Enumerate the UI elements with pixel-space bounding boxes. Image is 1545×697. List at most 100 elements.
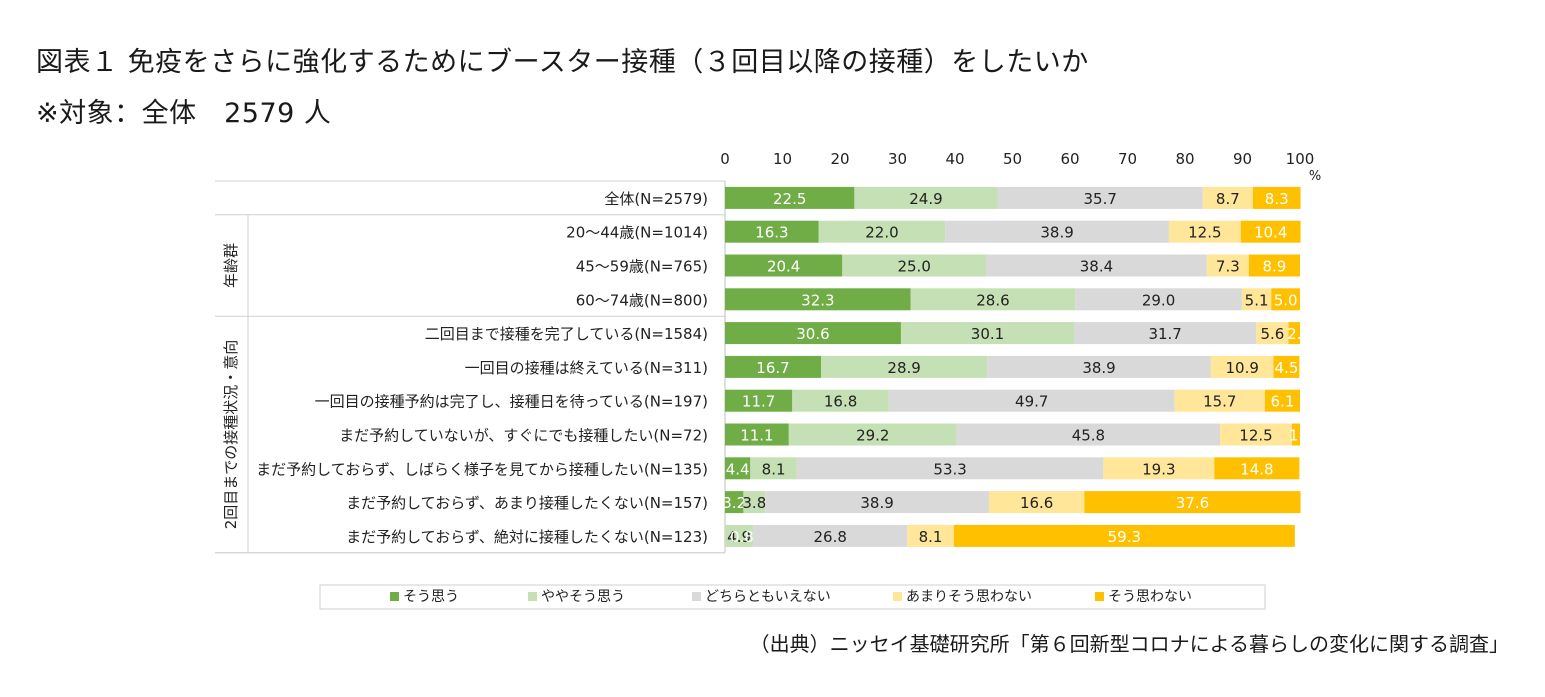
data-label: 8.1 xyxy=(762,460,786,478)
data-label: 16.6 xyxy=(1020,494,1053,512)
unit-label: % xyxy=(1309,169,1321,184)
x-tick-label: 80 xyxy=(1175,150,1194,168)
data-label: 20.4 xyxy=(767,258,800,276)
data-label: 26.8 xyxy=(814,528,847,546)
category-label: 全体(N=2579) xyxy=(604,190,708,208)
category-label: まだ予約しておらず、あまり接種したくない(N=157) xyxy=(346,494,708,512)
data-label: 38.9 xyxy=(1040,224,1073,242)
data-label: 8.7 xyxy=(1216,190,1240,208)
bar-segment xyxy=(945,220,1169,243)
x-tick-label: 90 xyxy=(1233,150,1252,168)
source-note: （出典）ニッセイ基礎研究所「第６回新型コロナによる暮らしの変化に関する調査」 xyxy=(749,632,1509,656)
bar-segment xyxy=(953,524,1295,547)
bar-segment xyxy=(792,389,889,412)
data-label: 8.9 xyxy=(1262,258,1286,276)
bar-segment xyxy=(997,186,1203,209)
data-label: 5.1 xyxy=(1245,291,1269,309)
bar-segment xyxy=(1074,322,1257,345)
data-label: 1. xyxy=(1289,427,1303,445)
bar-segment xyxy=(1240,220,1301,243)
bar-segment xyxy=(1168,220,1241,243)
bar-segment xyxy=(725,491,744,514)
data-label: 59.3 xyxy=(1108,528,1141,546)
bar-segment xyxy=(821,355,988,378)
bar-segment xyxy=(765,491,989,514)
bar-segment xyxy=(1210,355,1274,378)
bar-segment xyxy=(1084,491,1301,514)
x-tick-label: 0 xyxy=(720,150,730,168)
data-label: 12.5 xyxy=(1188,224,1221,242)
data-label: 7.3 xyxy=(1216,258,1240,276)
data-label: 14.8 xyxy=(1240,460,1273,478)
data-label: 3.8 xyxy=(742,494,766,512)
bar-segment xyxy=(1291,423,1300,446)
legend-label: そう思わない xyxy=(1108,589,1192,605)
bar-segment xyxy=(725,355,822,378)
bar-segment xyxy=(725,423,789,446)
data-label: 6.1 xyxy=(1271,393,1295,411)
x-tick-label: 10 xyxy=(773,150,792,168)
bar-segment xyxy=(1174,389,1265,412)
bar-segment xyxy=(1214,457,1300,480)
x-tick-label: 70 xyxy=(1118,150,1137,168)
data-label: 5.6 xyxy=(1260,325,1284,343)
data-label: 38.4 xyxy=(1080,258,1113,276)
x-tick-label: 50 xyxy=(1003,150,1022,168)
x-tick-label: 100 xyxy=(1286,150,1315,168)
bar-segment xyxy=(986,254,1207,277)
data-label: 4.4 xyxy=(726,460,750,478)
bar-segment xyxy=(1206,254,1249,277)
legend-label: どちらともいえない xyxy=(705,589,831,605)
data-label: 16.8 xyxy=(824,393,857,411)
legend-swatch xyxy=(390,592,399,601)
x-tick-label: 20 xyxy=(830,150,849,168)
bar-segment xyxy=(818,220,946,243)
bar-segment xyxy=(1273,355,1300,378)
data-label: 2. xyxy=(1287,325,1301,343)
bar-segment xyxy=(1271,288,1300,311)
bar-segment xyxy=(725,288,911,311)
data-label: 16.7 xyxy=(756,359,789,377)
data-label: 11.7 xyxy=(742,393,775,411)
data-label: 38.9 xyxy=(1082,359,1115,377)
category-label: 60～74歳(N=800) xyxy=(576,291,708,309)
data-label: 5.0 xyxy=(1274,291,1298,309)
data-label: 35.7 xyxy=(1083,190,1116,208)
bar-segment xyxy=(725,524,754,547)
data-label: 38.9 xyxy=(860,494,893,512)
data-label: 8.3 xyxy=(1265,190,1289,208)
bar-segment xyxy=(725,186,855,209)
bar-segment xyxy=(1075,288,1242,311)
data-label: 16.3 xyxy=(755,224,788,242)
data-label: 53.3 xyxy=(933,460,966,478)
x-tick-label: 60 xyxy=(1060,150,1079,168)
legend-label: あまりそう思わない xyxy=(906,589,1032,605)
legend-swatch xyxy=(692,592,701,601)
data-label: 8.1 xyxy=(919,528,943,546)
bar-segment xyxy=(1220,423,1292,446)
bar-segment xyxy=(910,288,1076,311)
data-label: 25.0 xyxy=(897,258,930,276)
bar-segment xyxy=(1103,457,1215,480)
category-label: まだ予約しておらず、絶対に接種したくない(N=123) xyxy=(346,528,708,546)
legend-swatch xyxy=(893,592,902,601)
group-label: 年齢群 xyxy=(222,243,240,288)
bar-segment xyxy=(1202,186,1253,209)
data-label: 12.5 xyxy=(1239,427,1272,445)
bar-segment xyxy=(988,491,1085,514)
data-label: 22.0 xyxy=(865,224,898,242)
bar-segment xyxy=(1264,389,1300,412)
bar-segment xyxy=(1256,322,1289,345)
bar-segment xyxy=(725,389,793,412)
bar-segment xyxy=(725,220,819,243)
x-tick-label: 30 xyxy=(888,150,907,168)
data-label: 19.3 xyxy=(1142,460,1175,478)
category-label: 20～44歳(N=1014) xyxy=(566,224,708,242)
data-label: 32.3 xyxy=(801,291,834,309)
bar-segment xyxy=(753,524,908,547)
data-label: 37.6 xyxy=(1176,494,1209,512)
bar-segment xyxy=(842,254,987,277)
bar-segment xyxy=(1248,254,1300,277)
bar-segment xyxy=(956,423,1221,446)
data-label: 10.4 xyxy=(1254,224,1287,242)
